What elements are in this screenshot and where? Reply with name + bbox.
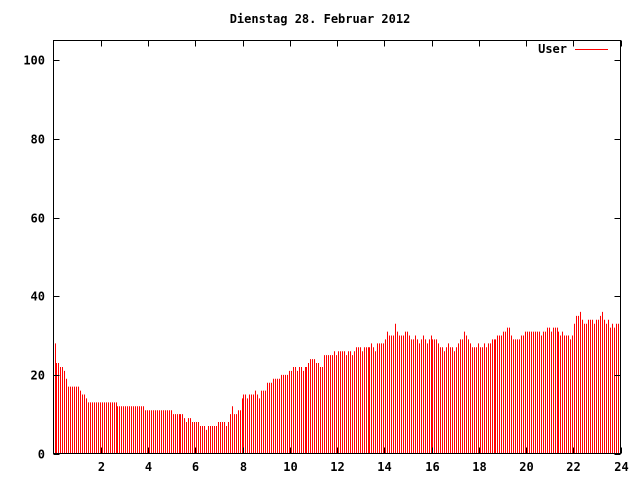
- x-tick-label: 22: [566, 460, 580, 474]
- y-tick-label: 40: [31, 290, 45, 304]
- y-tick-label: 0: [38, 448, 45, 462]
- y-tick-label: 60: [31, 212, 45, 226]
- legend-label: User: [538, 42, 567, 56]
- x-tick-label: 2: [98, 460, 105, 474]
- x-tick-label: 18: [472, 460, 486, 474]
- x-tick-label: 12: [330, 460, 344, 474]
- x-tick-label: 14: [377, 460, 391, 474]
- x-tick-label: 20: [519, 460, 533, 474]
- x-tick-label: 6: [192, 460, 199, 474]
- y-tick-label: 20: [31, 369, 45, 383]
- bars: [55, 311, 621, 454]
- x-tick-label: 24: [614, 460, 628, 474]
- chart-title: Dienstag 28. Februar 2012: [229, 12, 411, 26]
- x-tick-label: 4: [145, 460, 152, 474]
- x-tick-label: 10: [283, 460, 297, 474]
- y-tick-label: 80: [31, 133, 45, 147]
- x-tick-label: 16: [425, 460, 439, 474]
- y-tick-label: 100: [23, 54, 45, 68]
- legend: User: [538, 42, 608, 56]
- x-tick-label: 8: [240, 460, 247, 474]
